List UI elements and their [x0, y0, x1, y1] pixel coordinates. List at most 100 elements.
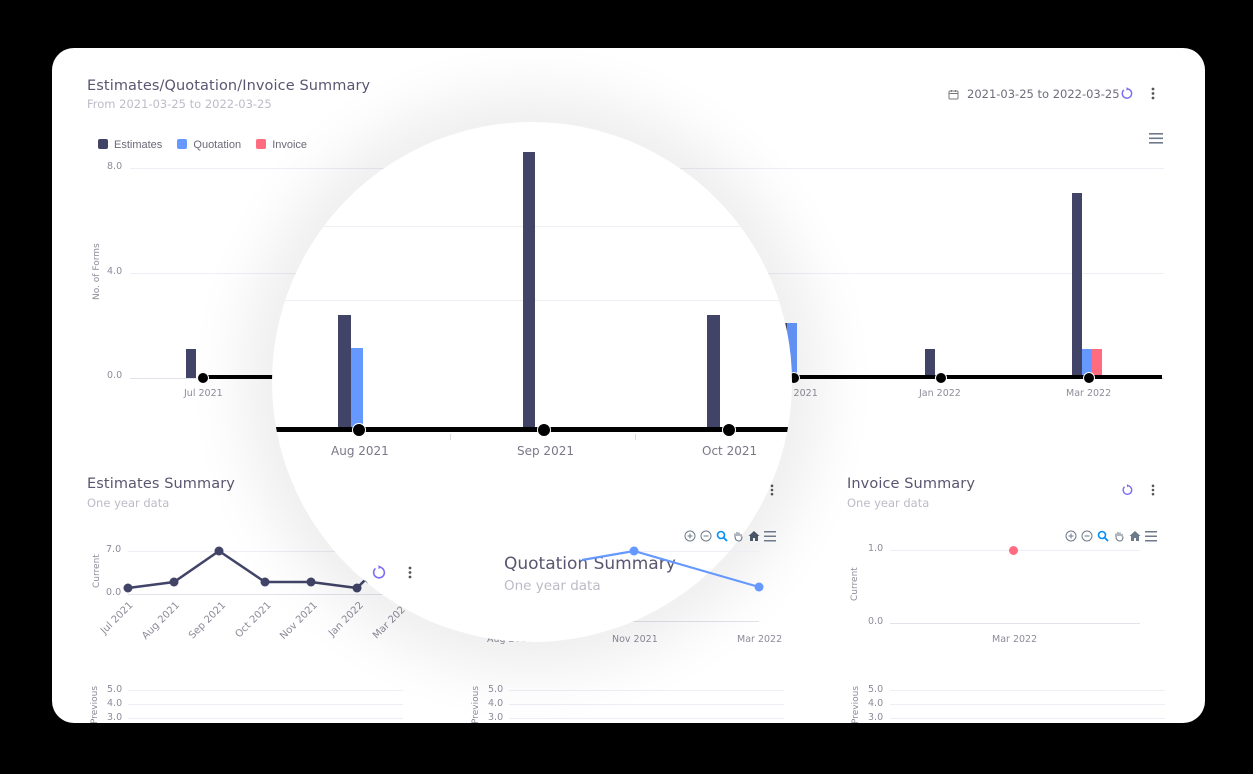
pan-hand-icon[interactable]: [1113, 530, 1125, 542]
quotation-more-vertical-icon[interactable]: [764, 482, 780, 498]
y-tick: 3.0: [107, 712, 123, 723]
y-tick: 4.0: [107, 266, 123, 277]
y-tick: 3.0: [868, 712, 884, 723]
y-axis-title: Previous: [851, 685, 861, 723]
invoice-data-point[interactable]: [1009, 546, 1018, 555]
reset-home-icon[interactable]: [748, 530, 760, 542]
gridline: [890, 704, 1165, 705]
data-point[interactable]: [1083, 372, 1095, 384]
bar-estimates-jan-2022[interactable]: [925, 349, 935, 378]
invoice-y-axis-title: Current: [850, 567, 860, 601]
x-tick: Mar 2022: [992, 634, 1038, 645]
bar-estimates-sep-2021[interactable]: [523, 152, 535, 430]
estimates-refresh-icon[interactable]: [368, 562, 388, 582]
legend-invoice[interactable]: Invoice: [256, 139, 307, 151]
zoom-out-icon[interactable]: [700, 530, 712, 542]
quotation-summary-subtitle: One year data: [504, 578, 601, 594]
x-tick: Nov 2021: [772, 388, 818, 399]
gridline: [128, 551, 403, 552]
data-point[interactable]: [935, 372, 947, 384]
estimates-summary-title: Estimates Summary: [87, 476, 235, 492]
x-tick: Mar 2022: [1066, 388, 1112, 399]
gridline: [890, 718, 1165, 719]
bar-estimates-mar-2022[interactable]: [1072, 193, 1082, 378]
gridline: [890, 690, 1165, 691]
y-tick: 7.0: [106, 544, 122, 555]
magnifier-lens: Aug 2021 Sep 2021 Oct 2021 Quotation Sum…: [272, 122, 792, 642]
gridline: [128, 718, 403, 719]
data-point[interactable]: [722, 423, 736, 437]
pan-hand-icon[interactable]: [732, 530, 744, 542]
x-tick: Jul 2021: [184, 388, 223, 399]
main-chart-subtitle: From 2021-03-25 to 2022-03-25: [87, 97, 272, 111]
bar-estimates-jul-2021[interactable]: [186, 349, 196, 378]
x-tick: Oct 2021: [702, 444, 758, 458]
y-tick: 5.0: [107, 684, 123, 695]
quotation-chart-toolbar: [684, 530, 776, 542]
gridline: [509, 704, 784, 705]
x-tick: Nov 2021: [612, 634, 658, 645]
invoice-more-vertical-icon[interactable]: [1145, 482, 1161, 498]
selection-zoom-icon[interactable]: [716, 530, 728, 542]
gridline: [128, 690, 403, 691]
x-axis-line: [509, 621, 759, 622]
invoice-chart-toolbar: [1065, 530, 1157, 542]
y-tick: 3.0: [488, 712, 504, 723]
series-baseline-line: [272, 427, 792, 432]
y-axis-title: Previous: [90, 685, 100, 723]
estimates-summary-subtitle: One year data: [87, 496, 170, 510]
legend-quotation[interactable]: Quotation: [177, 139, 241, 151]
y-tick: 0.0: [107, 370, 123, 381]
y-tick: 8.0: [107, 161, 123, 172]
bar-estimates-aug-2021[interactable]: [338, 315, 351, 430]
chart-menu-icon[interactable]: [1145, 530, 1157, 542]
estimates-zoom-in-icon[interactable]: [355, 579, 369, 593]
invoice-refresh-icon[interactable]: [1119, 482, 1135, 498]
invoice-summary-subtitle: One year data: [847, 496, 930, 510]
chart-menu-icon[interactable]: [764, 530, 776, 542]
x-axis-line: [128, 594, 403, 595]
x-tick-mark: [450, 434, 451, 440]
y-tick: 5.0: [488, 684, 504, 695]
x-axis-line: [890, 623, 1140, 624]
invoice-summary-title: Invoice Summary: [847, 476, 976, 492]
y-tick: 5.0: [868, 684, 884, 695]
dashboard-card: Estimates/Quotation/Invoice Summary From…: [52, 48, 1205, 723]
y-tick: 0.0: [106, 587, 122, 598]
refresh-icon[interactable]: [1118, 85, 1134, 101]
gridline: [509, 690, 784, 691]
selection-zoom-icon[interactable]: [1097, 530, 1109, 542]
gridline: [128, 704, 403, 705]
date-range-picker[interactable]: 2021-03-25 to 2022-03-25: [948, 87, 1120, 101]
date-range-label: 2021-03-25 to 2022-03-25: [967, 87, 1120, 101]
estimates-more-vertical-icon[interactable]: [402, 562, 418, 582]
y-tick: 1.0: [868, 543, 884, 554]
bar-quotation-mar-2022[interactable]: [1082, 349, 1092, 378]
gridline: [635, 551, 760, 552]
x-tick: Aug 2021: [331, 444, 389, 458]
y-tick: 4.0: [107, 698, 123, 709]
data-point[interactable]: [352, 423, 366, 437]
main-chart-legend: Estimates Quotation Invoice: [98, 133, 317, 152]
gridline: [509, 718, 784, 719]
zoom-out-icon[interactable]: [1081, 530, 1093, 542]
quotation-summary-title: Quotation Summary: [504, 554, 676, 574]
zoom-in-icon[interactable]: [1065, 530, 1077, 542]
y-tick: 0.0: [868, 616, 884, 627]
x-tick: Mar 2022: [737, 634, 783, 645]
bar-estimates-oct-2021[interactable]: [707, 315, 720, 430]
bar-invoice-mar-2022[interactable]: [1092, 349, 1102, 378]
bar-quotation-nov-2021[interactable]: [787, 323, 797, 378]
x-tick: Jan 2022: [919, 388, 961, 399]
legend-estimates[interactable]: Estimates: [98, 139, 162, 151]
data-point[interactable]: [197, 372, 209, 384]
bar-quotation-aug-2021[interactable]: [351, 348, 363, 430]
reset-home-icon[interactable]: [1129, 530, 1141, 542]
more-vertical-icon[interactable]: [1145, 85, 1161, 101]
data-point[interactable]: [537, 423, 551, 437]
y-axis-title: Previous: [471, 685, 481, 723]
chart-menu-icon[interactable]: [1149, 132, 1163, 144]
y-tick: 4.0: [868, 698, 884, 709]
main-chart-title: Estimates/Quotation/Invoice Summary: [87, 78, 371, 94]
zoom-in-icon[interactable]: [684, 530, 696, 542]
